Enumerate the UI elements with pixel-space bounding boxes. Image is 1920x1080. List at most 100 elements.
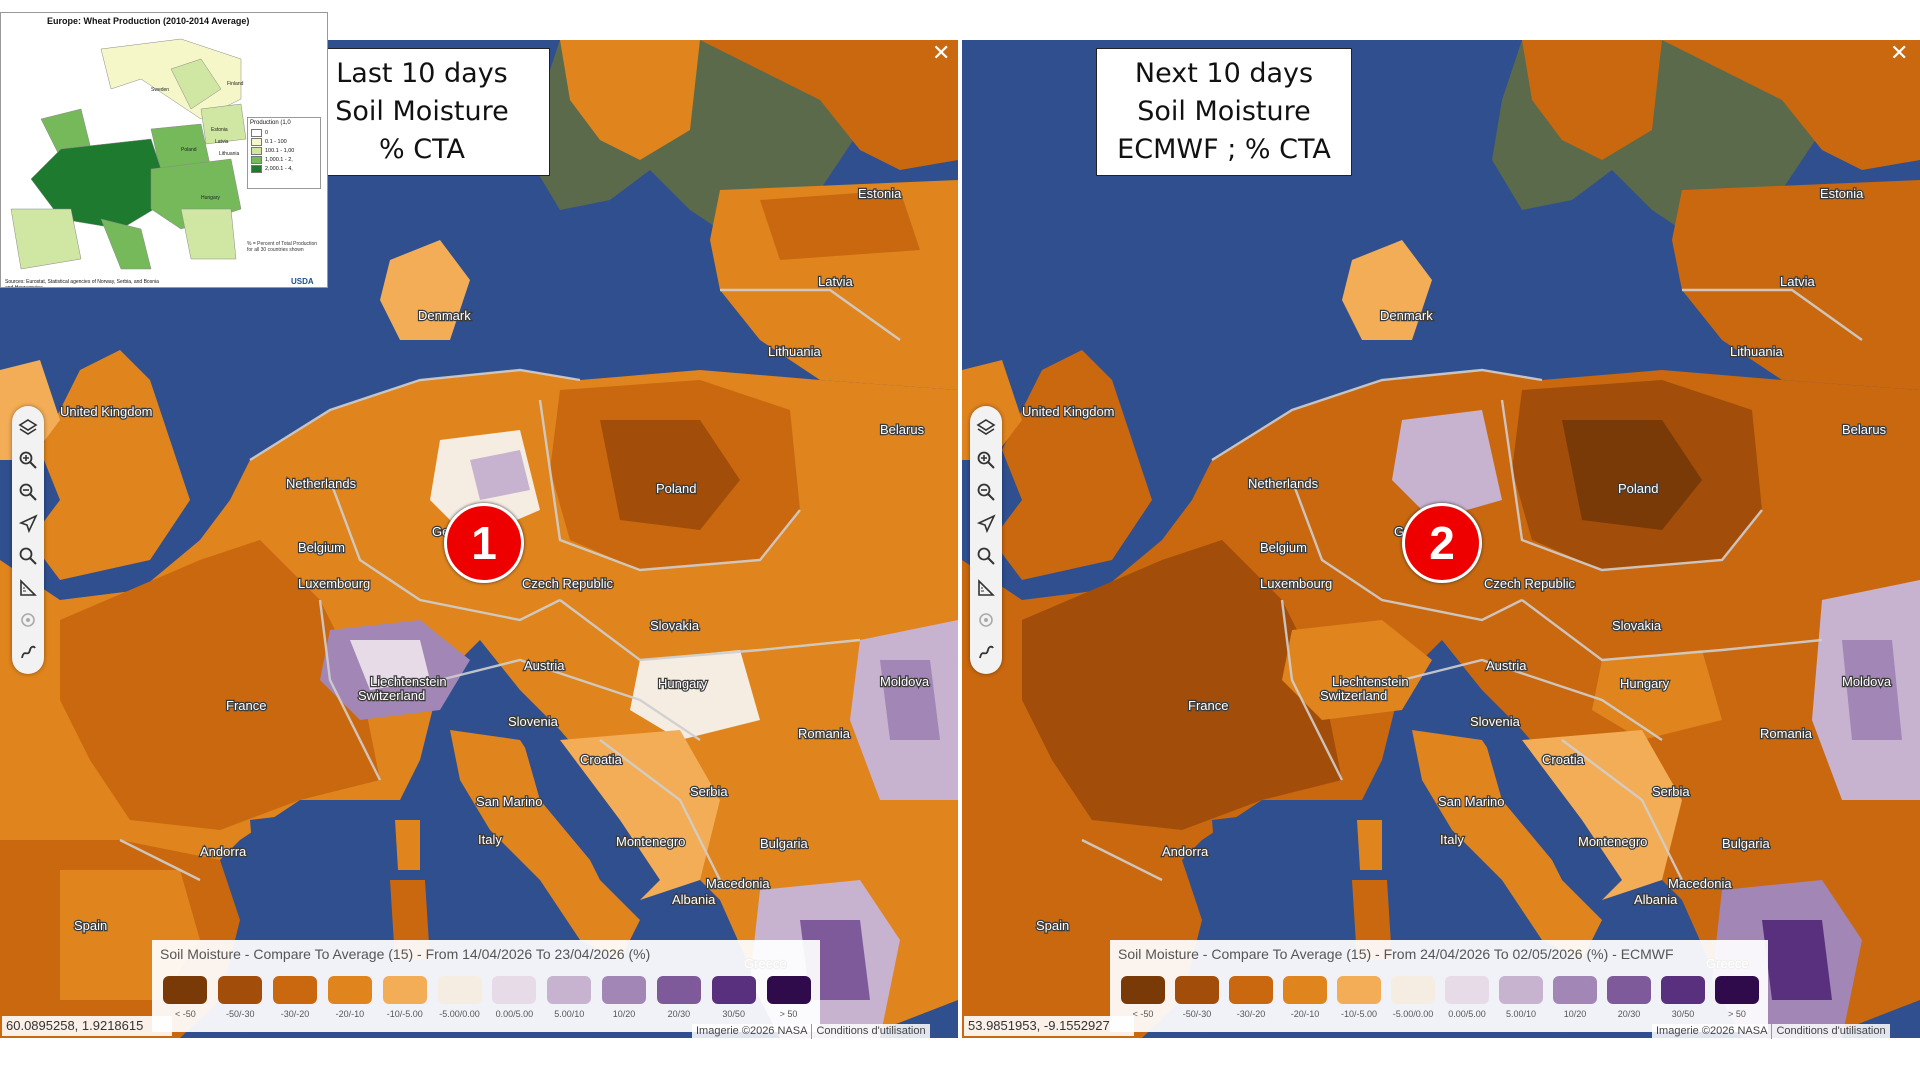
country-label: United Kingdom	[60, 404, 153, 419]
locate-icon[interactable]	[16, 608, 40, 632]
country-label: Hungary	[658, 676, 708, 691]
country-label: France	[1188, 698, 1228, 713]
close-icon[interactable]: ✕	[932, 40, 951, 65]
country-label: Estonia	[1820, 186, 1864, 201]
inset-legend-swatch	[251, 137, 262, 146]
inset-legend-label: 0	[265, 129, 269, 136]
inset-legend-item: 0	[248, 128, 320, 137]
zoom-in-icon[interactable]	[16, 448, 40, 472]
legend-swatch	[1445, 976, 1489, 1004]
usda-logo: USDA	[291, 277, 314, 286]
zoom-in-icon[interactable]	[974, 448, 998, 472]
inset-legend-label: 2,000.1 - 4,	[265, 165, 293, 172]
country-label: Liechtenstein	[370, 674, 447, 689]
country-label: Poland	[1618, 481, 1658, 496]
legend-swatch	[711, 976, 756, 1004]
inset-legend-label: 1,000.1 - 2,	[265, 156, 293, 163]
legend-class: > 50	[1710, 976, 1764, 1028]
country-label: Bulgaria	[760, 836, 808, 851]
inset-country-label: Latvia	[215, 139, 229, 145]
legend-class: 5.00/10	[542, 976, 597, 1028]
country-label: Latvia	[818, 274, 853, 289]
draw-icon[interactable]	[974, 640, 998, 664]
legend-swatch	[1391, 976, 1435, 1004]
terms-link[interactable]: Conditions d'utilisation	[1771, 1024, 1889, 1039]
legend-class: 0.00/5.00	[487, 976, 542, 1028]
inset-legend-item: 0.1 - 100	[248, 137, 320, 146]
legend-swatch	[218, 976, 263, 1004]
legend-label: 20/30	[667, 1009, 691, 1019]
legend-label: 30/50	[722, 1009, 745, 1019]
legend-class: 30/50	[706, 976, 761, 1028]
measure-icon[interactable]	[974, 576, 998, 600]
panel-title-right: Next 10 days Soil Moisture ECMWF ; % CTA	[1096, 48, 1352, 176]
country-label: Albania	[672, 892, 716, 907]
legend-label: 10/20	[612, 1009, 636, 1019]
locate-icon[interactable]	[974, 608, 998, 632]
inset-title: Europe: Wheat Production (2010-2014 Aver…	[47, 16, 250, 26]
country-label: Moldova	[1842, 674, 1892, 689]
legend-class: -5.00/0.00	[432, 976, 487, 1028]
legend-swatch	[1121, 976, 1165, 1004]
legend-swatch	[1661, 976, 1705, 1004]
inset-legend-swatch	[251, 146, 262, 155]
zoom-out-icon[interactable]	[974, 480, 998, 504]
inset-wheat-production-map: Europe: Wheat Production (2010-2014 Aver…	[0, 12, 328, 288]
country-label: Macedonia	[706, 876, 770, 891]
country-label: Lithuania	[768, 344, 822, 359]
search-icon[interactable]	[16, 544, 40, 568]
country-label: Switzerland	[358, 688, 425, 703]
inset-legend: Production (1,0 0 0.1 - 100 100.1 - 1,00 1,…	[247, 117, 321, 189]
map-toolbar	[12, 406, 44, 674]
country-label: Netherlands	[286, 476, 357, 491]
legend-label: 5.00/10	[554, 1009, 585, 1019]
zoom-out-icon[interactable]	[16, 480, 40, 504]
legend-class: < -50	[1116, 976, 1170, 1028]
country-label: Serbia	[1652, 784, 1690, 799]
legend-swatch	[766, 976, 811, 1004]
legend-swatch	[1175, 976, 1219, 1004]
layers-icon[interactable]	[974, 416, 998, 440]
country-label: Switzerland	[1320, 688, 1387, 703]
title-line: Last 10 days	[336, 58, 508, 89]
legend-label: 0.00/5.00	[495, 1009, 534, 1019]
map-marker-2: 2	[1402, 503, 1482, 583]
legend-class: 10/20	[1548, 976, 1602, 1028]
measure-icon[interactable]	[16, 576, 40, 600]
country-label: Italy	[1440, 832, 1464, 847]
draw-icon[interactable]	[16, 640, 40, 664]
terms-link[interactable]: Conditions d'utilisation	[811, 1024, 929, 1039]
country-label: Czech Republic	[522, 576, 614, 591]
legend-swatch	[1553, 976, 1597, 1004]
country-label: Belgium	[1260, 540, 1307, 555]
country-label: Belarus	[880, 422, 925, 437]
inset-country-label: Estonia	[211, 127, 228, 133]
search-icon[interactable]	[974, 544, 998, 568]
country-label: France	[226, 698, 266, 713]
layers-icon[interactable]	[16, 416, 40, 440]
legend-class: -30/-20	[1224, 976, 1278, 1028]
country-label: Croatia	[580, 752, 623, 767]
navigate-icon[interactable]	[16, 512, 40, 536]
legend-class: 0.00/5.00	[1440, 976, 1494, 1028]
close-icon[interactable]: ✕	[1890, 40, 1909, 65]
inset-legend-title: Production (1,0	[250, 120, 291, 126]
legend-class: -20/-10	[1278, 976, 1332, 1028]
legend-class: -50/-30	[213, 976, 268, 1028]
legend-label: 20/30	[1617, 1009, 1641, 1019]
country-label: Croatia	[1542, 752, 1585, 767]
country-label: Czech Republic	[1484, 576, 1576, 591]
inset-legend-label: 100.1 - 1,00	[265, 147, 295, 154]
country-label: Netherlands	[1248, 476, 1319, 491]
country-label: Belarus	[1842, 422, 1887, 437]
country-label: Spain	[74, 918, 107, 933]
country-label: Estonia	[858, 186, 902, 201]
soil-moisture-map-next-10-days[interactable]: Estonia Latvia Denmark Lithuania United King…	[962, 40, 1920, 1038]
country-label: Luxembourg	[298, 576, 370, 591]
map-legend: Soil Moisture - Compare To Average (15) …	[152, 940, 820, 1032]
inset-country-label: Sweden	[151, 87, 169, 93]
navigate-icon[interactable]	[974, 512, 998, 536]
legend-swatch	[273, 976, 318, 1004]
legend-swatches: < -50 -50/-30 -30/-20 -20/-10 -10/-5.00 -5.00…	[158, 976, 816, 1028]
country-label: Austria	[1486, 658, 1527, 673]
